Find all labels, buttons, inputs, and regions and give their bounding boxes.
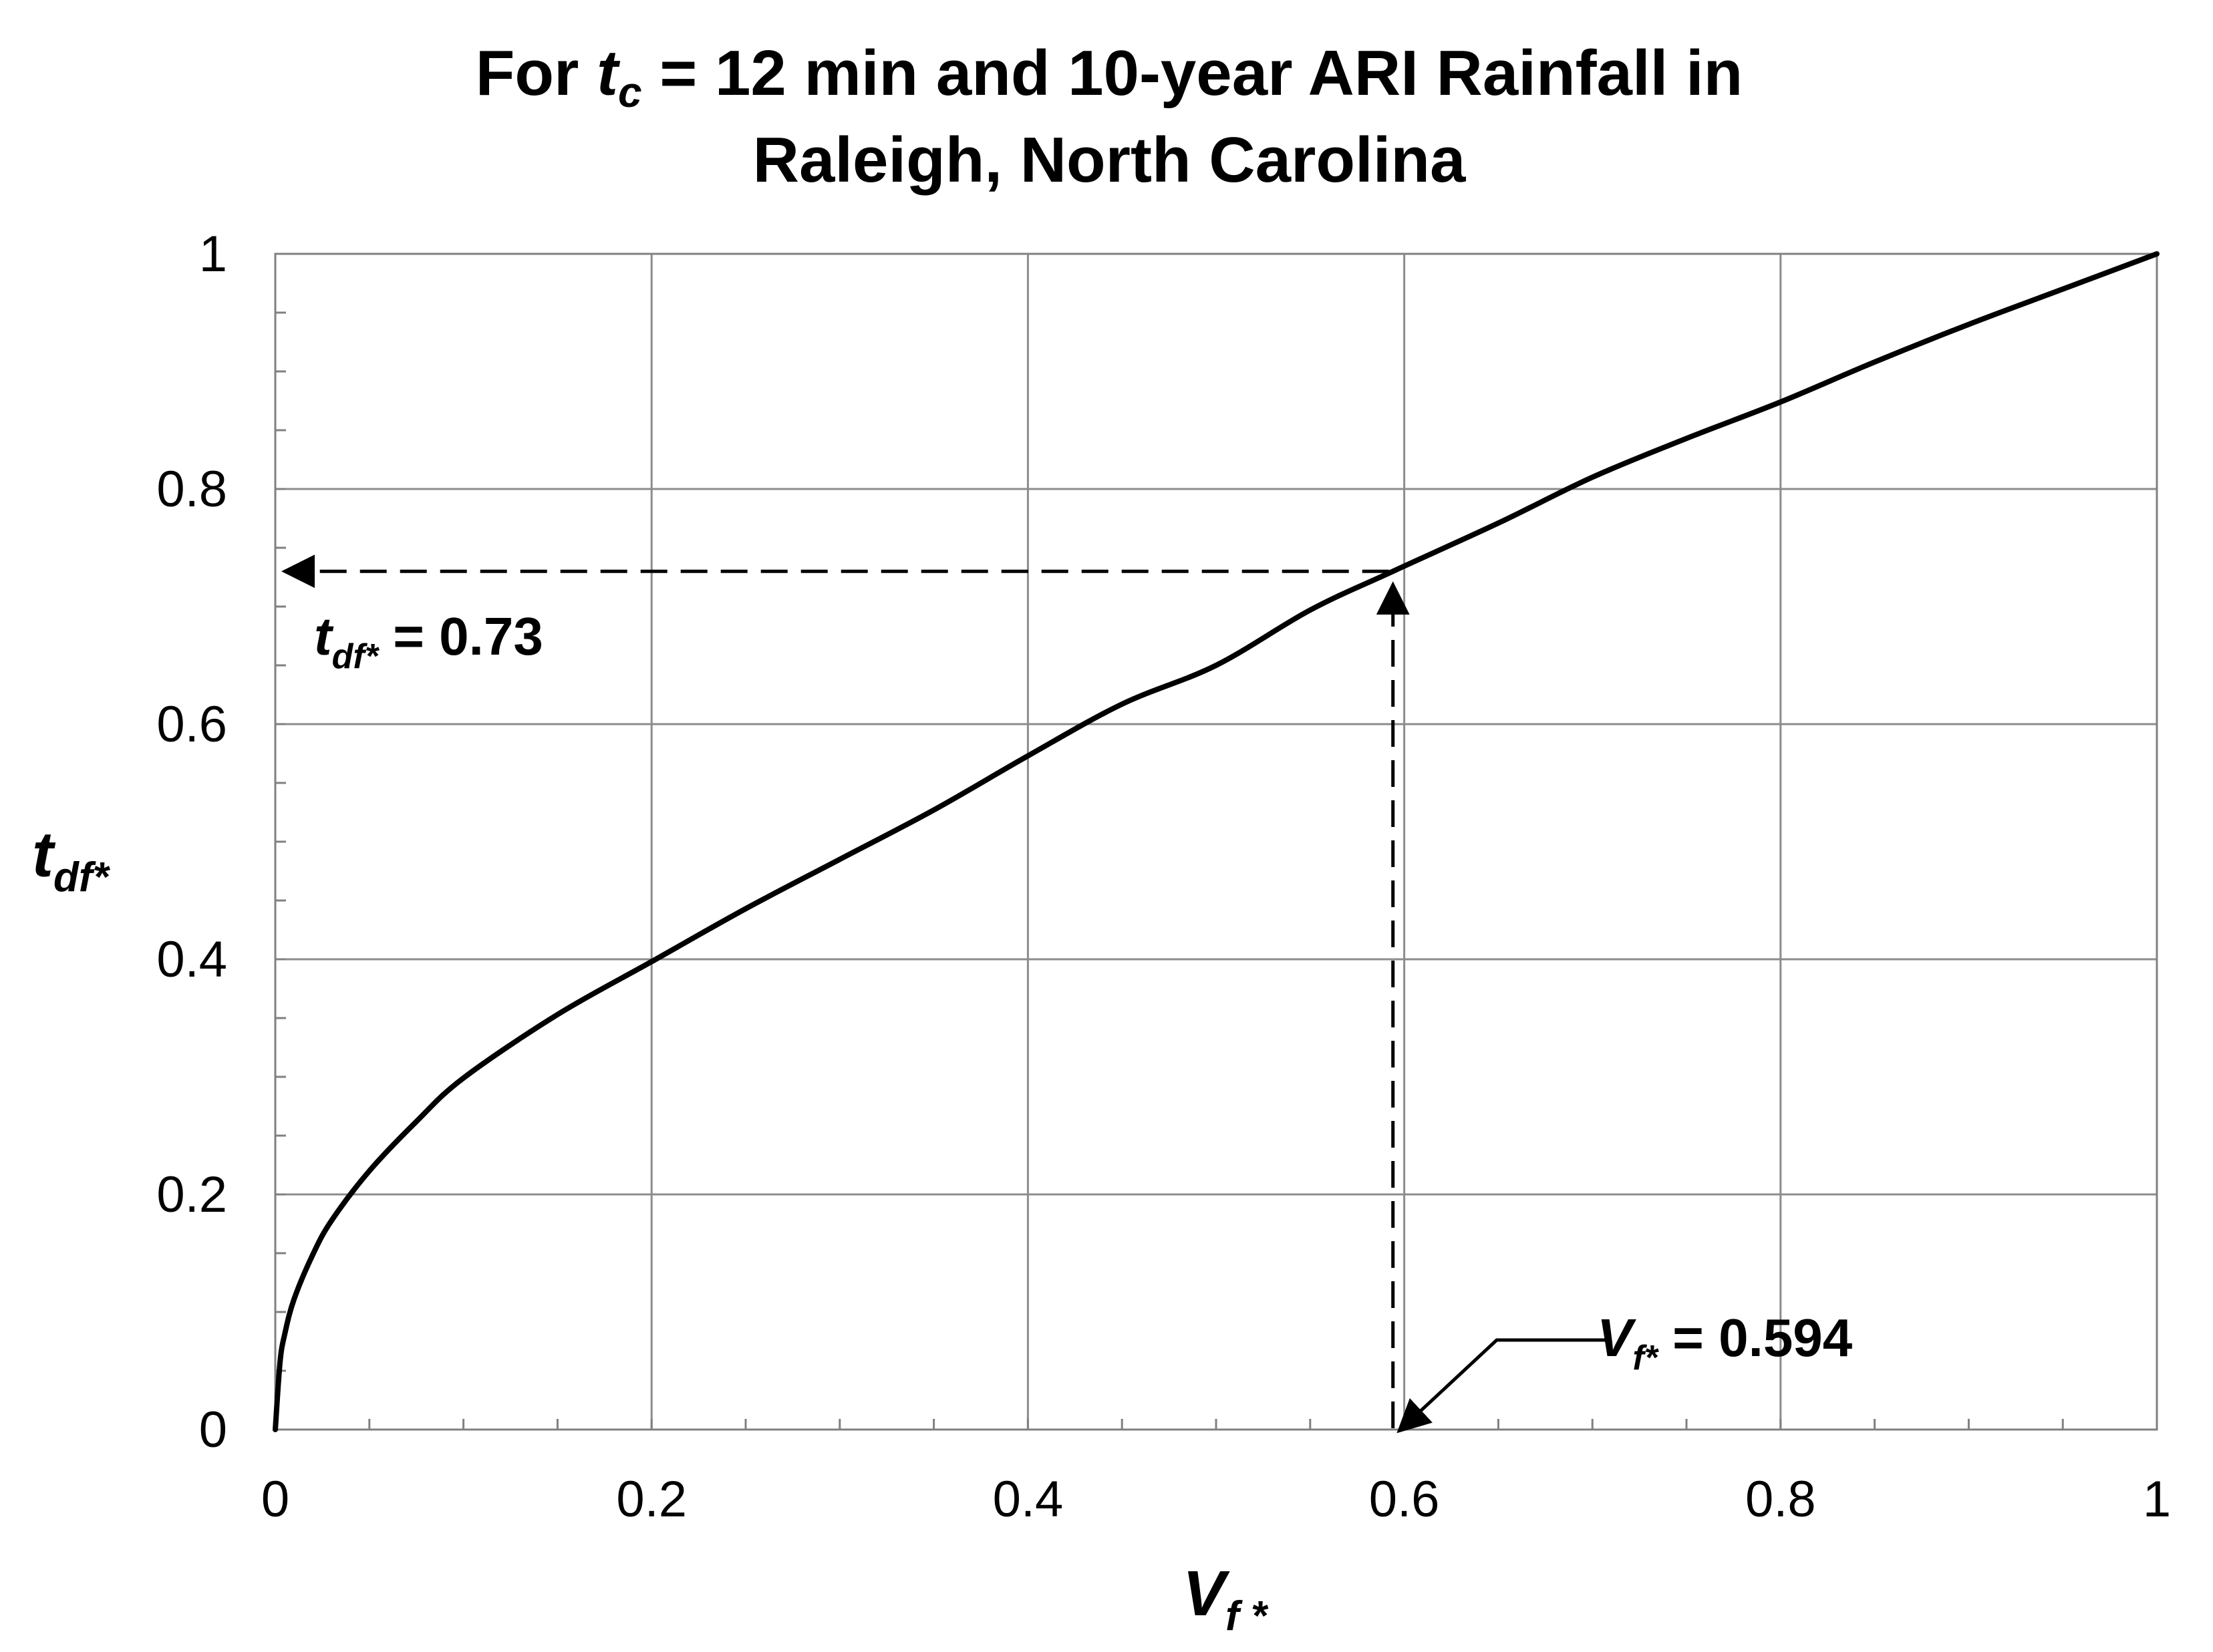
y-tick-label: 0.6 <box>156 696 227 753</box>
x-tick-label: 0.8 <box>1745 1471 1816 1528</box>
x-tick-label: 0.2 <box>616 1471 687 1528</box>
vf-annotation-leader <box>1396 1338 1607 1434</box>
y-axis-tick-labels: 0 0.2 0.4 0.6 0.8 1 <box>156 226 227 1458</box>
plot-area-frame <box>274 253 2158 1431</box>
x-tick-label: 1 <box>2143 1471 2171 1528</box>
x-axis-label: Vf * <box>1183 1558 1269 1639</box>
y-tick-label: 0 <box>199 1401 227 1458</box>
chart-title-line2: Raleigh, North Carolina <box>753 124 1466 196</box>
tdf-annotation: tdf* = 0.73 <box>314 607 543 676</box>
grid <box>275 254 2157 1430</box>
y-tick-label: 0.2 <box>156 1166 227 1223</box>
chart-title-line1: For tc = 12 min and 10-year ARI Rainfall… <box>476 37 1743 116</box>
y-tick-label: 0.4 <box>156 931 227 988</box>
series-line-tdf <box>273 251 2160 1432</box>
vf-annotation: Vf* = 0.594 <box>1597 1308 1853 1377</box>
y-tick-label: 1 <box>199 226 227 283</box>
x-axis-tick-labels: 0 0.2 0.4 0.6 0.8 1 <box>261 1471 2171 1528</box>
y-axis-label: tdf* <box>32 819 110 900</box>
x-tick-label: 0 <box>261 1471 289 1528</box>
x-tick-label: 0.4 <box>993 1471 1064 1528</box>
x-tick-label: 0.6 <box>1369 1471 1440 1528</box>
minor-ticks <box>275 311 2064 1430</box>
y-tick-label: 0.8 <box>156 461 227 518</box>
